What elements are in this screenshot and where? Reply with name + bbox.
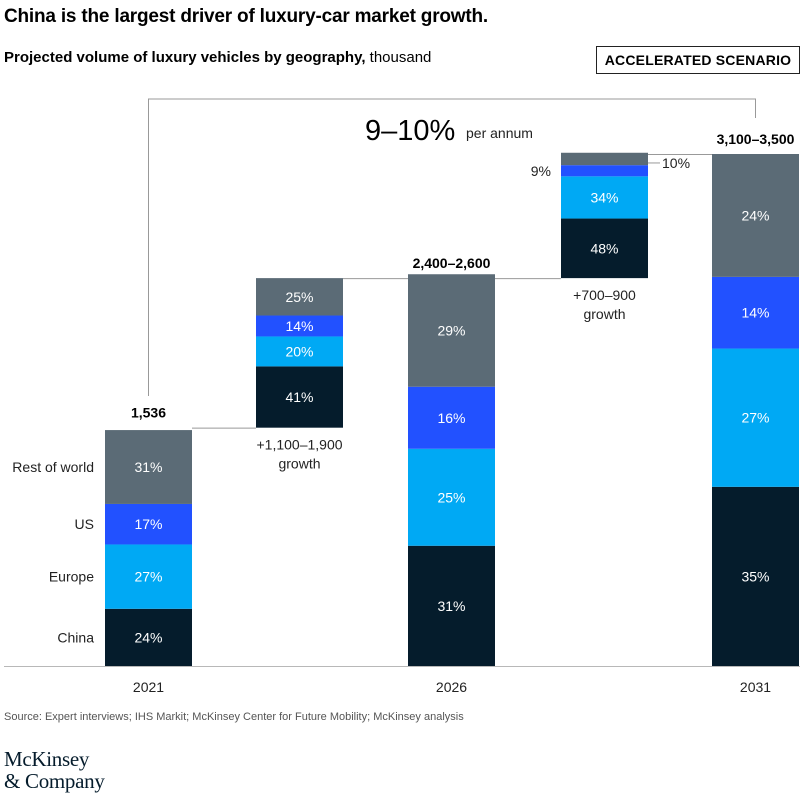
segment-label: 10% — [662, 155, 690, 171]
cagr-value: 9–10% — [365, 115, 455, 147]
legend-label: China — [57, 629, 94, 645]
mckinsey-logo: McKinsey & Company — [4, 748, 105, 792]
legend-label: US — [75, 516, 94, 532]
bar-segment — [105, 430, 192, 504]
growth-label: growth — [583, 306, 625, 322]
bar-segment — [408, 545, 495, 666]
segment-label: 27% — [134, 569, 162, 585]
segment-label: 25% — [437, 489, 465, 505]
total-label: 2,400–2,600 — [413, 255, 491, 271]
x-tick-label: 2026 — [436, 679, 467, 695]
bar-segment — [712, 486, 799, 666]
segment-label: 35% — [741, 568, 769, 584]
growth-label: growth — [278, 456, 320, 472]
bar-segment — [256, 336, 343, 367]
segment-label: 20% — [285, 343, 313, 359]
segment-label: 27% — [741, 410, 769, 426]
logo-line-1: McKinsey — [4, 747, 90, 771]
bar-segment — [408, 386, 495, 449]
cagr-label: per annum — [466, 125, 533, 141]
total-label: 1,536 — [131, 405, 166, 421]
bar-segment — [712, 348, 799, 487]
segment-label: 24% — [134, 629, 162, 645]
chart-title: China is the largest driver of luxury-ca… — [4, 6, 488, 27]
segment-label: 48% — [590, 240, 618, 256]
growth-label: +1,100–1,900 — [256, 437, 342, 453]
bar-segment — [712, 276, 799, 349]
total-label: 3,100–3,500 — [717, 131, 795, 147]
segment-label: 14% — [285, 318, 313, 334]
segment-label: 41% — [285, 389, 313, 405]
segment-label: 24% — [741, 207, 769, 223]
subtitle-main: Projected volume of luxury vehicles by g… — [4, 49, 366, 66]
segment-label: 16% — [437, 410, 465, 426]
segment-label: 9% — [531, 163, 551, 179]
bar-segment — [256, 278, 343, 316]
x-tick-label: 2031 — [740, 679, 771, 695]
legend-label: Europe — [49, 569, 94, 585]
subtitle-unit: thousand — [365, 49, 432, 66]
segment-label: 14% — [741, 305, 769, 321]
bar-segment — [561, 176, 648, 219]
bar-segment — [105, 608, 192, 666]
bar-segment — [105, 544, 192, 609]
bar-segment — [561, 165, 648, 177]
x-tick-label: 2021 — [133, 679, 164, 695]
chart-subtitle: Projected volume of luxury vehicles by g… — [4, 49, 431, 66]
legend-label: Rest of world — [12, 459, 94, 475]
bar-segment — [408, 448, 495, 546]
scenario-badge: ACCELERATED SCENARIO — [596, 46, 800, 74]
segment-label: 31% — [134, 459, 162, 475]
bar-segment — [105, 503, 192, 545]
logo-line-2: & Company — [4, 769, 105, 793]
bar-segment — [408, 274, 495, 387]
chart-canvas: 9–10% per annum 24% 27% 17% 31% 1,536 2021 41% 20… — [4, 98, 800, 695]
bar-segment — [712, 154, 799, 277]
segment-label: 17% — [134, 516, 162, 532]
bar-segment — [561, 152, 648, 166]
growth-label: +700–900 — [573, 287, 636, 303]
bar-segment — [256, 315, 343, 337]
source-note: Source: Expert interviews; IHS Markit; M… — [4, 711, 464, 723]
segment-label: 25% — [285, 289, 313, 305]
segment-label: 34% — [590, 189, 618, 205]
segment-label: 29% — [437, 322, 465, 338]
bar-segment — [561, 218, 648, 279]
segment-label: 31% — [437, 598, 465, 614]
cagr-bracket — [148, 98, 756, 396]
bar-segment — [256, 366, 343, 428]
